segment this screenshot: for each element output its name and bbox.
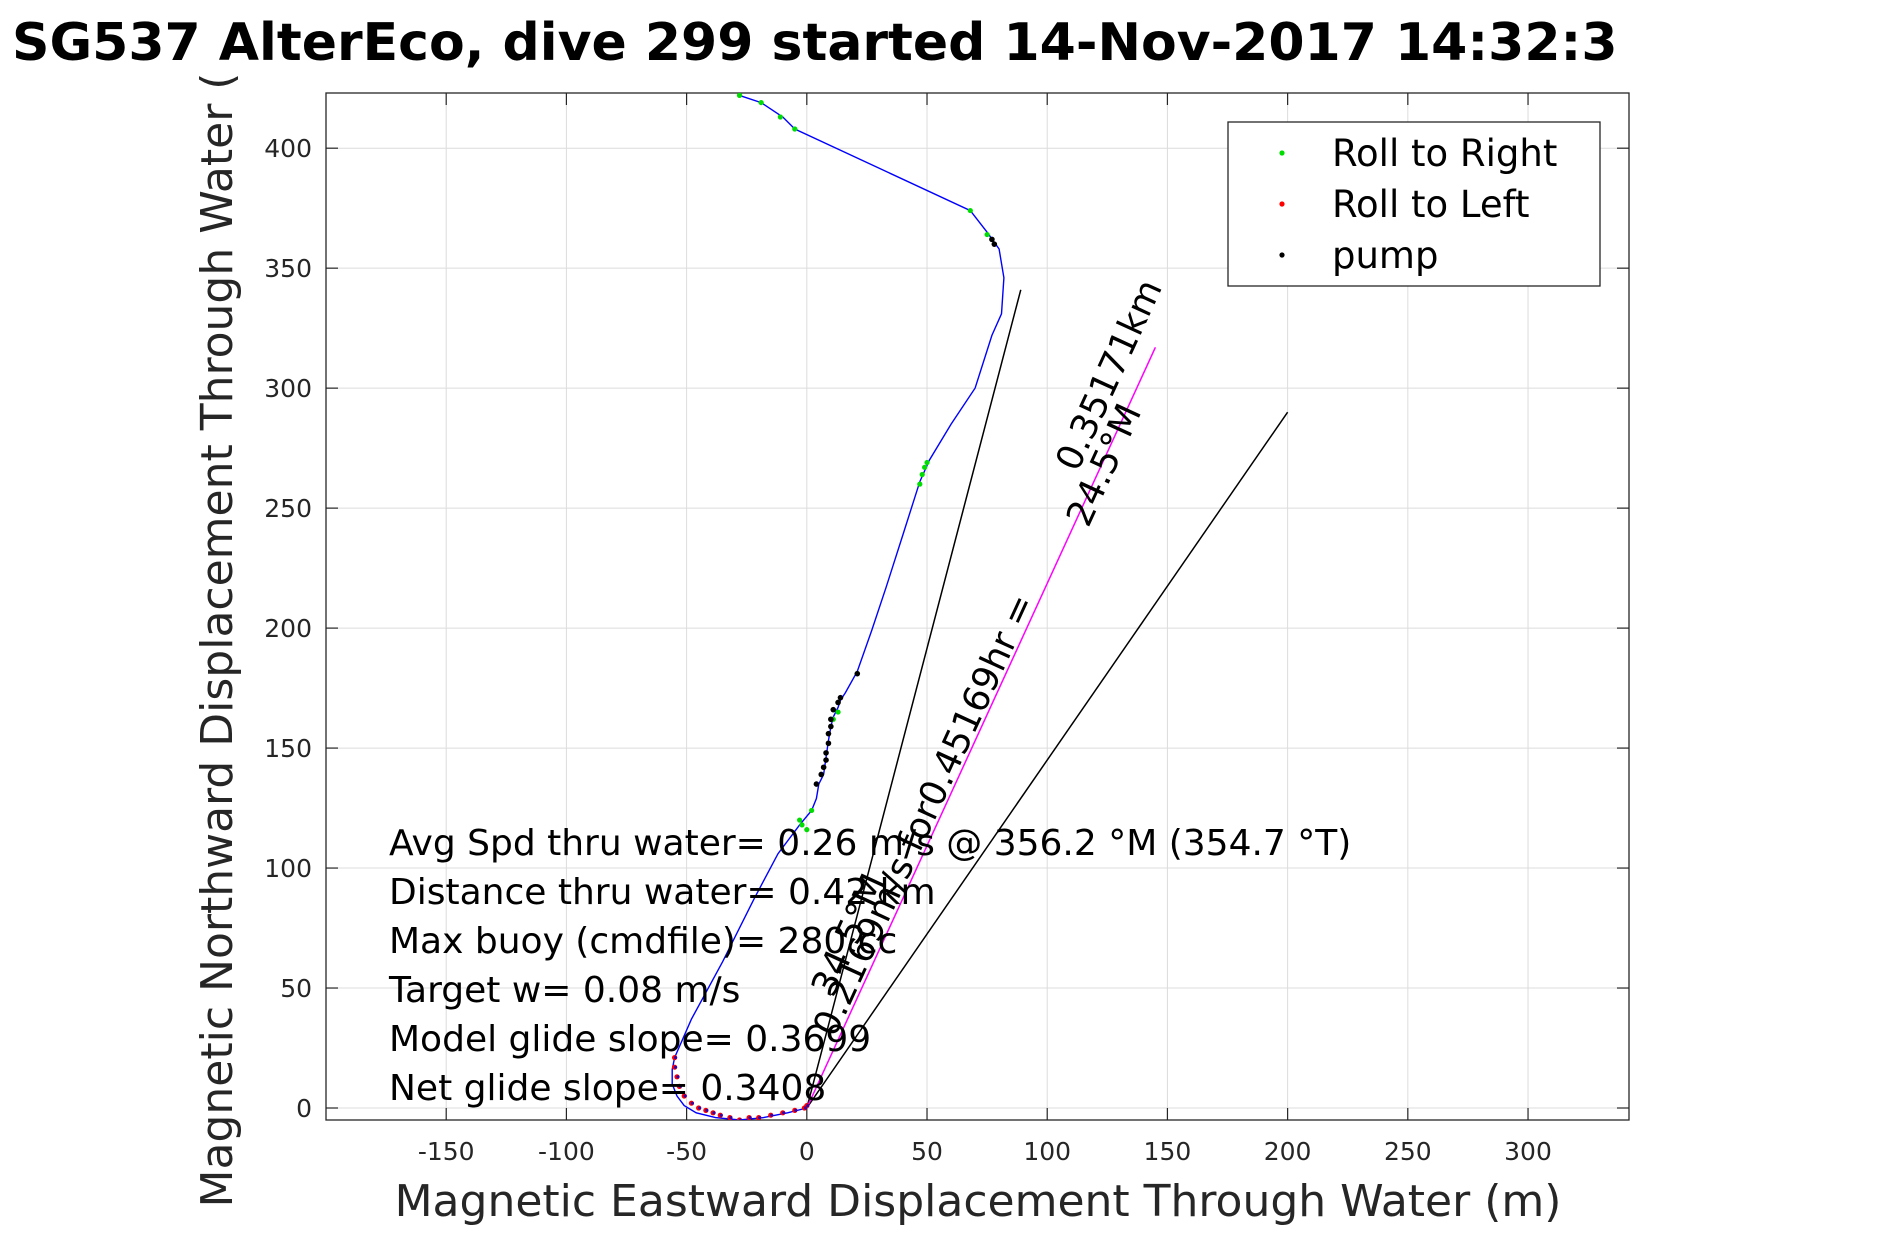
stats-annotation: Net glide slope= 0.3408 <box>389 1068 826 1109</box>
roll-right-point <box>758 99 764 106</box>
legend-box <box>1227 121 1601 287</box>
x-tick-label: 150 <box>1144 1137 1192 1166</box>
plot-border <box>325 92 1630 1121</box>
track-node <box>748 1116 752 1120</box>
legend-marker <box>1279 150 1285 156</box>
y-tick-label: 0 <box>296 1094 312 1123</box>
roll-right-point <box>917 481 923 487</box>
roll-right-point <box>796 817 803 823</box>
track-node <box>803 1106 808 1110</box>
track-node <box>705 1108 709 1113</box>
legend-label: pump <box>1332 234 1438 277</box>
track-node <box>719 1113 723 1117</box>
roll-right-point <box>792 126 798 132</box>
pump-point <box>835 699 841 706</box>
track-node <box>729 1116 733 1120</box>
pump-point <box>991 241 998 247</box>
y-axis-label: Magnetic Northward Displacement Through … <box>192 73 243 1208</box>
track-node <box>758 1116 762 1120</box>
pump-point <box>828 716 834 723</box>
y-tick-label: 250 <box>264 494 312 523</box>
legend-marker <box>1279 252 1285 258</box>
pump-point <box>830 706 837 713</box>
track-node <box>712 1111 716 1115</box>
x-axis-label: Magnetic Eastward Displacement Through W… <box>395 1176 1562 1227</box>
y-tick-label: 400 <box>264 134 312 163</box>
pump-point <box>813 781 820 787</box>
y-tick-label: 150 <box>264 734 312 763</box>
roll-right-point <box>804 827 810 833</box>
roll-right-point <box>984 231 990 238</box>
legend-marker <box>1279 201 1285 207</box>
axis-ticks: -150 -100 -50 0 50 100 150 200 250 300 0 50 100 150 20… <box>264 93 1629 1166</box>
pump-point <box>820 764 827 771</box>
net-displacement-line <box>806 347 1157 1109</box>
track-node <box>770 1113 774 1117</box>
roll-right-point <box>924 459 930 466</box>
heading-reference-line <box>806 289 1022 1109</box>
chart-title: SG537 AlterEco, dive 299 started 14-Nov-… <box>12 13 1618 73</box>
pump-point <box>828 723 834 730</box>
x-tick-label: -100 <box>538 1137 595 1166</box>
roll-right-point <box>919 471 925 478</box>
roll-right-point <box>967 207 973 214</box>
stats-annotation: Model glide slope= 0.3699 <box>389 1019 871 1060</box>
x-tick-label: -150 <box>418 1137 475 1166</box>
legend: Roll to Right Roll to Left pump <box>1227 121 1601 287</box>
stats-annotation: Max buoy (cmdfile)= 280 cc <box>389 921 897 962</box>
x-tick-label: 300 <box>1504 1137 1552 1166</box>
stats-annotation: Avg Spd thru water= 0.26 m/s @ 356.2 °M … <box>389 823 1351 864</box>
y-tick-label: 100 <box>264 854 312 883</box>
x-tick-label: 0 <box>799 1137 815 1166</box>
pump-point <box>818 771 825 778</box>
x-tick-label: 100 <box>1023 1137 1071 1166</box>
x-tick-label: 250 <box>1384 1137 1432 1166</box>
x-tick-label: 200 <box>1264 1137 1312 1166</box>
roll-right-point <box>799 822 805 828</box>
track-node <box>782 1111 786 1115</box>
track-node <box>698 1106 702 1110</box>
roll-right-point <box>809 807 815 814</box>
track-node <box>806 1104 810 1108</box>
track-node <box>683 1094 687 1098</box>
track-node <box>678 1084 682 1089</box>
legend-label: Roll to Right <box>1332 132 1557 175</box>
x-tick-label: -50 <box>666 1137 707 1166</box>
pump-point <box>825 730 832 737</box>
track-node <box>673 1065 678 1069</box>
data-layer <box>671 93 1289 1120</box>
roll-right-point <box>777 114 783 120</box>
pump-point <box>823 757 829 763</box>
track-node <box>738 1118 743 1120</box>
pump-point <box>823 750 829 756</box>
pump-point <box>854 670 861 677</box>
y-tick-label: 200 <box>264 614 312 643</box>
roll-right-point <box>922 464 928 470</box>
track-node <box>690 1101 695 1105</box>
roll-right-point <box>835 709 841 715</box>
stats-annotation: Target w= 0.08 m/s <box>388 970 740 1011</box>
y-tick-label: 50 <box>280 974 312 1003</box>
roll-right-point <box>736 93 743 98</box>
x-tick-label: 50 <box>911 1137 943 1166</box>
track-node <box>794 1108 798 1113</box>
heading-reference-line <box>806 411 1289 1109</box>
legend-label: Roll to Left <box>1332 183 1530 226</box>
pump-point <box>989 236 995 243</box>
pump-point <box>837 694 844 701</box>
track-node <box>676 1075 680 1079</box>
track-node <box>673 1056 678 1060</box>
pump-point <box>825 740 832 747</box>
y-tick-label: 300 <box>264 374 312 403</box>
y-tick-label: 350 <box>264 254 312 283</box>
stats-annotation: Distance thru water= 0.42 km <box>389 872 936 913</box>
